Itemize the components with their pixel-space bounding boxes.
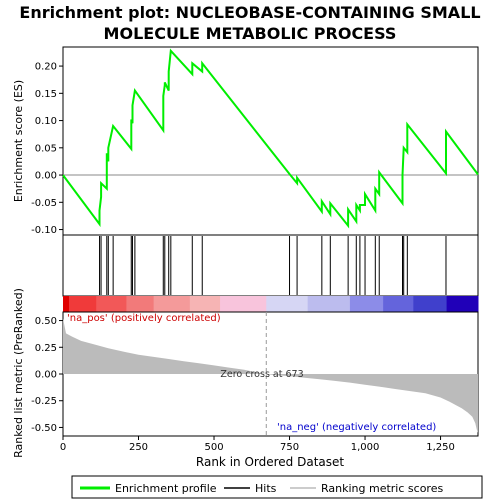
metric-tick-label: -0.25 xyxy=(31,396,57,407)
legend-profile-label: Enrichment profile xyxy=(115,482,217,495)
x-tick-label: 500 xyxy=(204,442,223,453)
metric-axis-label: Ranked list metric (PreRanked) xyxy=(12,288,25,458)
heat-segment xyxy=(413,296,448,312)
es-tick-label: 0.05 xyxy=(35,143,57,154)
x-tick-label: 250 xyxy=(129,442,148,453)
chart-title-line1: Enrichment plot: NUCLEOBASE-CONTAINING S… xyxy=(19,3,480,22)
es-tick-label: 0.20 xyxy=(35,62,57,73)
heat-segment xyxy=(126,296,155,312)
x-tick-label: 0 xyxy=(60,442,66,453)
x-axis-label: Rank in Ordered Dataset xyxy=(196,455,344,469)
heat-segment xyxy=(220,296,267,312)
es-axis-label: Enrichment score (ES) xyxy=(12,80,25,202)
rank-heat-bar xyxy=(63,296,479,312)
positive-correlation-label: 'na_pos' (positively correlated) xyxy=(67,313,221,324)
x-tick-label: 750 xyxy=(280,442,299,453)
es-axis-ticks: -0.10 -0.05 0.00 0.05 0.10 0.15 0.20 xyxy=(31,62,63,236)
metric-tick-label: -0.50 xyxy=(31,423,57,434)
chart-title-line2: MOLECULE METABOLIC PROCESS xyxy=(104,24,397,43)
es-tick-label: 0.15 xyxy=(35,89,57,100)
heat-segment xyxy=(63,296,70,312)
x-tick-label: 1,250 xyxy=(426,442,455,453)
heat-segment xyxy=(446,296,479,312)
heat-segment xyxy=(153,296,191,312)
metric-axis-ticks: -0.50 -0.25 0.00 0.25 0.50 xyxy=(31,316,63,434)
heat-segment xyxy=(349,296,384,312)
heat-segment xyxy=(69,296,97,312)
es-profile-line xyxy=(62,48,479,229)
negative-correlation-label: 'na_neg' (negatively correlated) xyxy=(277,422,436,433)
es-tick-label: 0.10 xyxy=(35,116,57,127)
es-tick-label: 0.00 xyxy=(35,171,57,182)
legend-metric-label: Ranking metric scores xyxy=(321,482,443,495)
metric-tick-label: 0.25 xyxy=(35,343,57,354)
x-tick-label: 1,000 xyxy=(351,442,380,453)
heat-segment xyxy=(189,296,221,312)
hit-markers xyxy=(99,236,447,295)
es-tick-label: -0.05 xyxy=(31,198,57,209)
legend-frame xyxy=(71,475,483,499)
heat-segment xyxy=(383,296,414,312)
metric-tick-label: 0.00 xyxy=(35,370,57,381)
heat-segment xyxy=(307,296,351,312)
es-tick-label: -0.10 xyxy=(31,225,57,236)
metric-tick-label: 0.50 xyxy=(35,316,57,327)
legend: Enrichment profile Hits Ranking metric s… xyxy=(71,475,483,499)
x-axis-ticks: 0 250 500 750 1,000 1,250 xyxy=(60,436,455,453)
legend-hits-label: Hits xyxy=(255,482,277,495)
ranking-metric-area xyxy=(63,318,478,433)
heat-segment xyxy=(96,296,127,312)
heat-segment xyxy=(266,296,309,312)
zero-cross-label: Zero cross at 673 xyxy=(220,369,303,380)
hits-panel-frame xyxy=(62,234,479,297)
